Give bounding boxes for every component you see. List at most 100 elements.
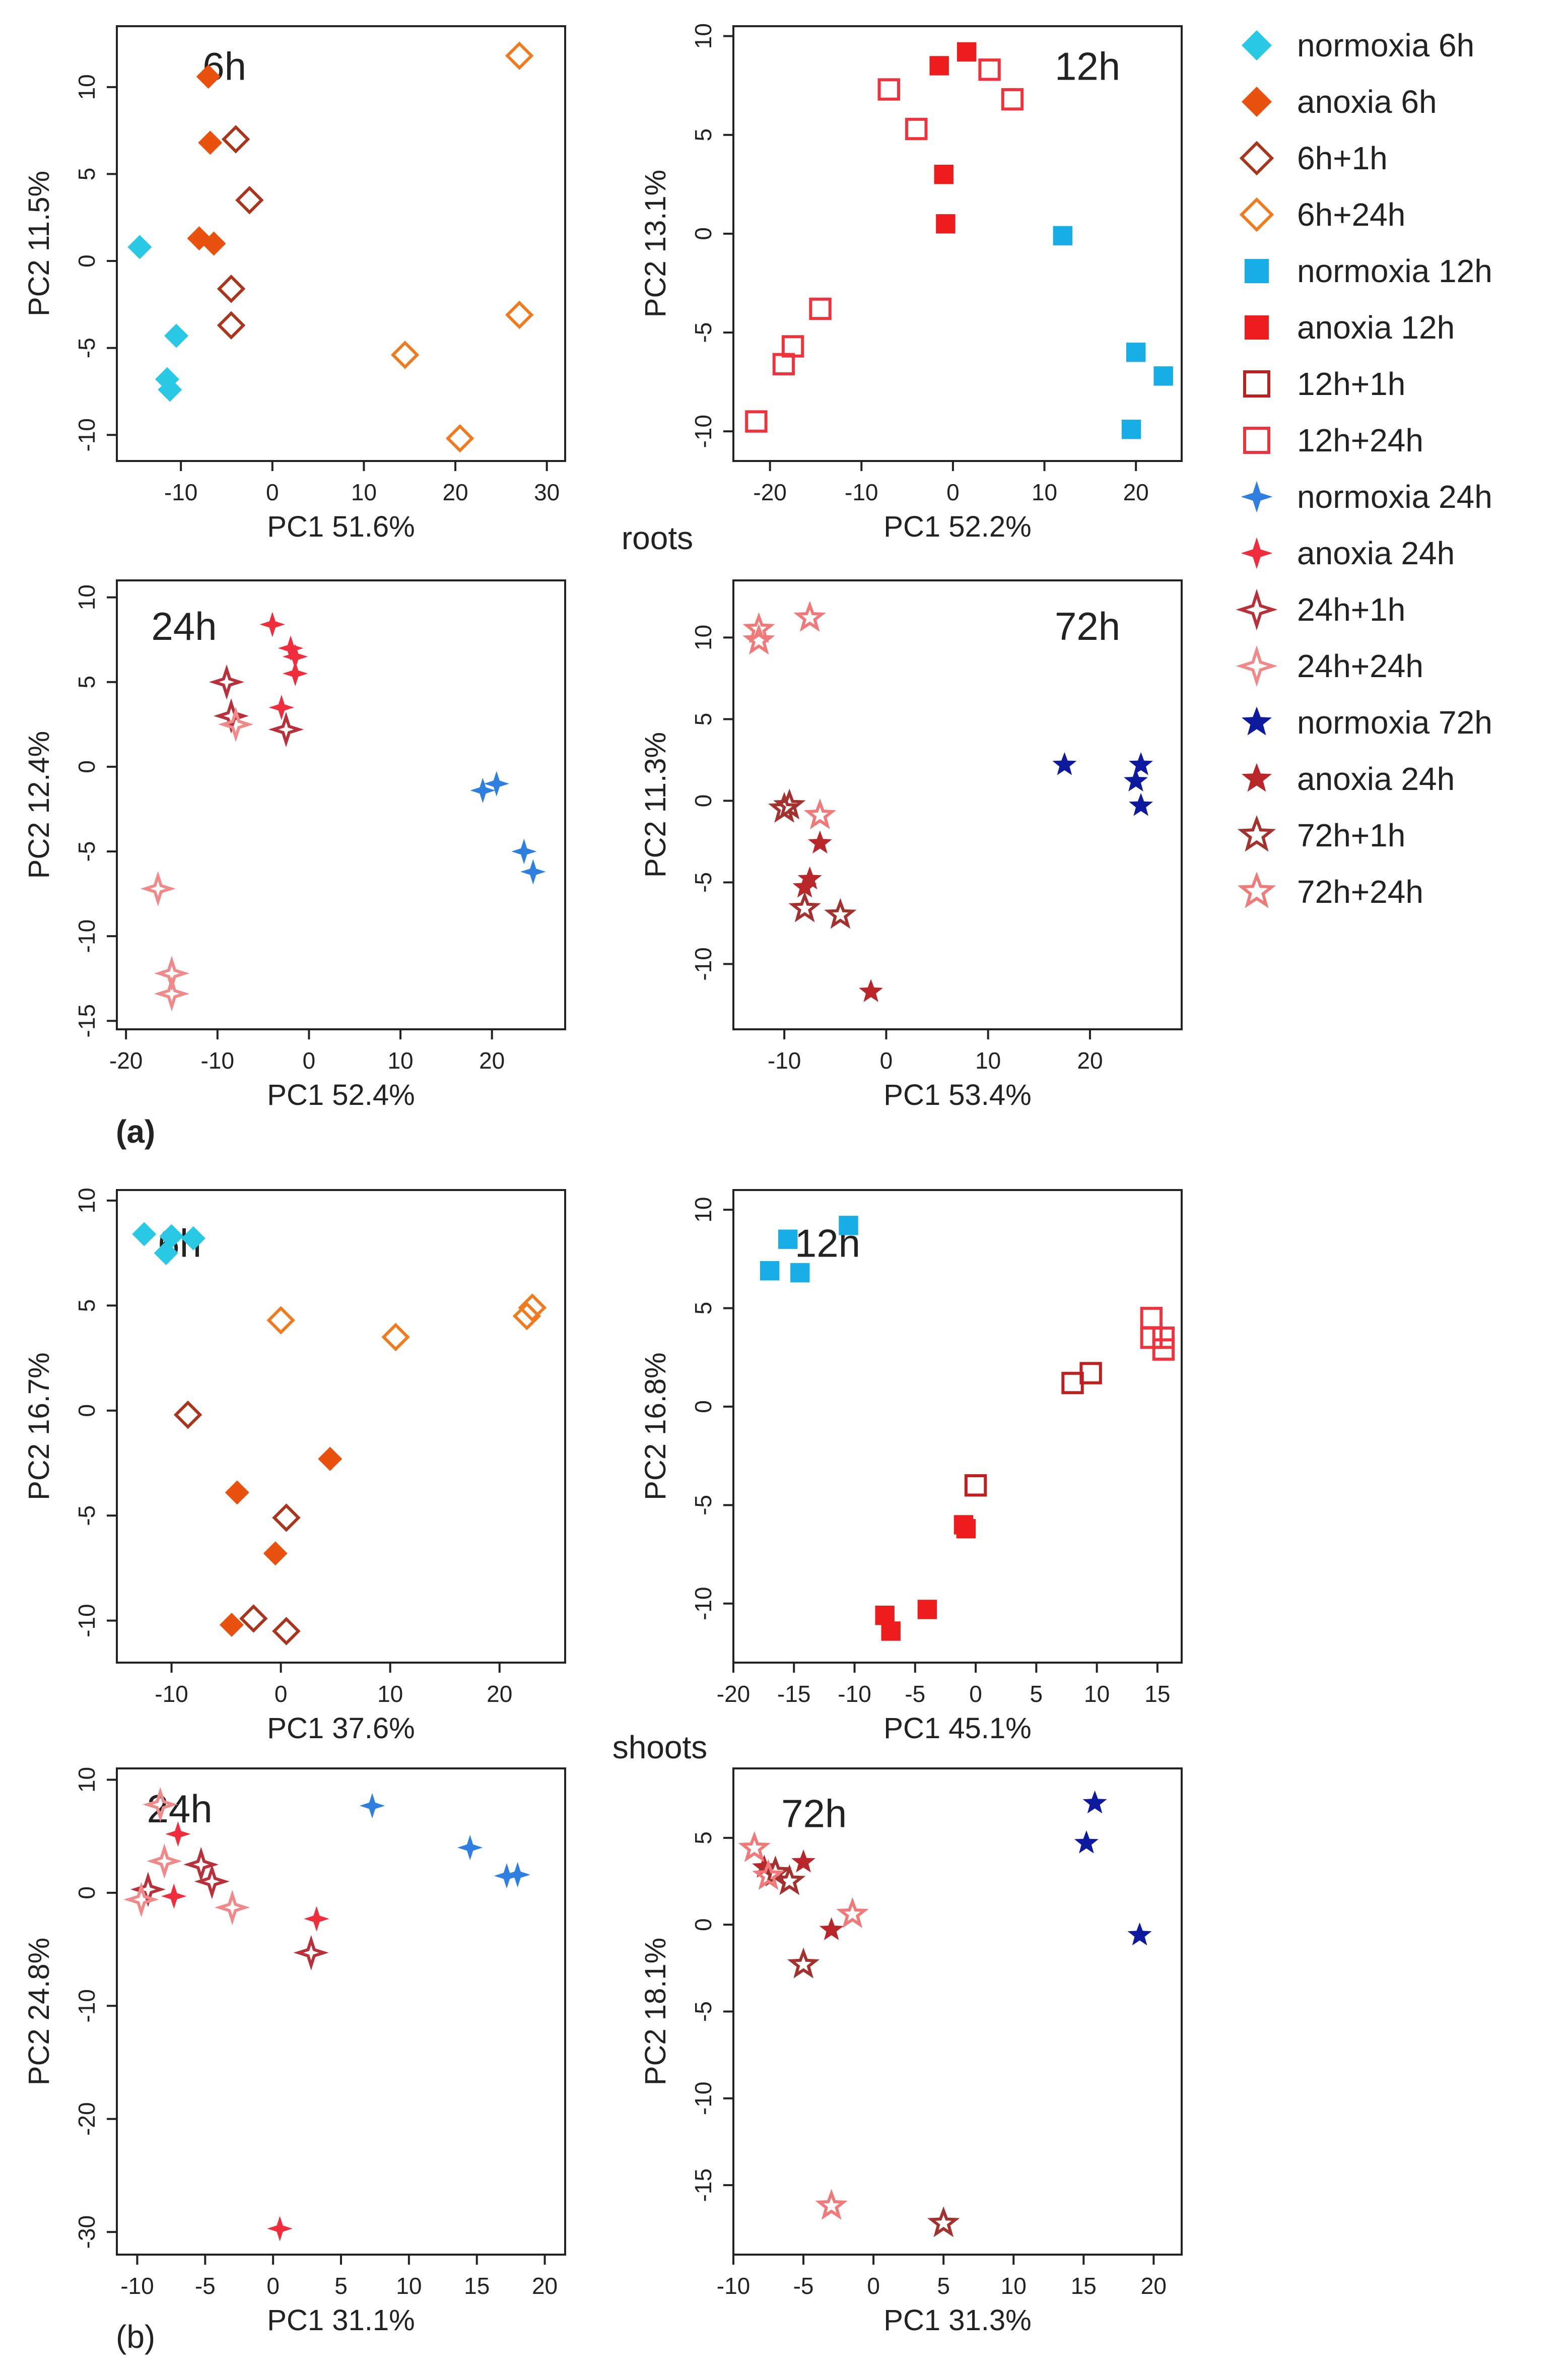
x-tick-label: 0 (946, 479, 960, 505)
data-point (929, 56, 949, 76)
legend-label: anoxia 24h (1297, 535, 1455, 571)
y-tick-label: -5 (690, 322, 716, 343)
data-point (936, 214, 956, 234)
x-tick-label: 10 (975, 1047, 1001, 1074)
roots-section-label: roots (622, 520, 693, 556)
y-tick-label: -5 (690, 2001, 716, 2022)
x-tick-label: 0 (969, 1681, 982, 1707)
data-point (797, 866, 822, 890)
y-tick-label: 0 (74, 254, 100, 268)
data-point (209, 664, 245, 700)
x-tick-label: 10 (351, 479, 377, 505)
legend-label: anoxia 12h (1297, 309, 1455, 346)
data-point (836, 1897, 869, 1928)
legend-label: normoxia 12h (1297, 253, 1492, 289)
shoots-6h-plot-frame (116, 1189, 566, 1664)
data-point (791, 1849, 815, 1873)
data-point (494, 1863, 520, 1889)
data-point (1126, 343, 1146, 362)
shoots-72h-y-axis: -15 -10 -5 0 5 (690, 1831, 733, 2202)
data-point (198, 130, 223, 155)
data-point (217, 311, 246, 340)
legend-item: anoxia 24h (1241, 535, 1455, 571)
data-point (957, 42, 977, 62)
legend-item: normoxia 24h (1241, 479, 1492, 515)
data-point (792, 874, 817, 898)
y-tick-label: 0 (690, 227, 716, 240)
data-point (1061, 1371, 1084, 1395)
roots-24h-panel-title: 24h (151, 604, 217, 648)
shoots-72h-points (738, 1790, 1152, 2237)
data-point (1140, 1306, 1163, 1330)
legend-label: normoxia 72h (1297, 704, 1492, 741)
data-point (159, 1224, 184, 1248)
x-tick-label: -20 (753, 479, 786, 505)
legend-label: anoxia 6h (1297, 84, 1437, 120)
data-point (1127, 1922, 1152, 1946)
data-point (390, 341, 420, 369)
shoots-12h-y-axis: -10 -5 0 5 10 (690, 1197, 733, 1620)
x-tick-label: -10 (717, 2273, 750, 2299)
legend-label: 24h+1h (1297, 591, 1405, 628)
x-tick-label: 20 (487, 1681, 512, 1707)
data-point (1140, 1326, 1163, 1349)
data-point (470, 777, 496, 804)
legend-marker (1237, 815, 1276, 852)
data-point (165, 1821, 191, 1847)
data-point (140, 871, 176, 906)
data-point (1053, 226, 1073, 246)
roots-72h-x-axis-label: PC1 53.4% (883, 1079, 1031, 1111)
roots-6h-x-axis-label: PC1 51.6% (267, 510, 415, 543)
x-tick-label: 10 (1001, 2273, 1027, 2299)
y-tick-label: 10 (690, 625, 716, 650)
y-tick-label: 10 (74, 1188, 100, 1213)
data-point (742, 612, 775, 643)
legend-item: anoxia 6h (1242, 84, 1437, 120)
legend-label: 72h+1h (1297, 817, 1405, 853)
data-point (445, 424, 474, 453)
data-point (154, 955, 189, 992)
legend-item: normoxia 12h (1245, 253, 1492, 289)
data-point (511, 838, 537, 865)
roots-24h-x-axis: -20 -10 0 10 20 (109, 1029, 505, 1074)
data-point (183, 1847, 219, 1882)
data-point (484, 771, 509, 797)
legend-label: 72h+24h (1297, 874, 1423, 910)
y-tick-label: -5 (690, 872, 716, 893)
y-tick-label: -10 (690, 2082, 716, 2115)
shoots-6h-y-axis: -10 -5 0 5 10 (74, 1188, 117, 1637)
legend-label: anoxia 24h (1297, 761, 1455, 797)
roots-12h-y-axis: -10 -5 0 5 10 (690, 23, 733, 448)
legend-marker (1239, 197, 1274, 232)
data-point (512, 1301, 541, 1331)
roots-12h-points (745, 42, 1173, 439)
roots-72h-panel-title: 72h (1055, 604, 1120, 648)
legend-marker (1243, 370, 1270, 398)
x-tick-label: 20 (1141, 2273, 1167, 2299)
x-tick-label: 30 (534, 479, 560, 505)
data-point (201, 231, 226, 256)
data-point (815, 2189, 848, 2220)
x-tick-label: 20 (442, 479, 468, 505)
legend-marker (1242, 30, 1272, 60)
y-tick-label: -5 (74, 1505, 100, 1526)
legend-label: 6h+1h (1297, 140, 1388, 176)
x-tick-label: -20 (109, 1047, 143, 1074)
data-point (505, 1862, 530, 1888)
x-tick-label: 5 (1030, 1681, 1043, 1707)
legend-item: normoxia 6h (1242, 27, 1474, 63)
legend-label: normoxia 24h (1297, 479, 1492, 515)
shoots-6h-points (132, 1222, 547, 1645)
data-point (194, 1864, 230, 1899)
data-point (778, 1229, 798, 1249)
data-point (218, 706, 254, 742)
data-point (283, 661, 308, 687)
legend-item: 24h+24h (1236, 645, 1423, 687)
roots-6h-y-axis: -10 -5 0 5 10 (74, 74, 117, 451)
shoots-12h-plot-frame (732, 1189, 1183, 1664)
data-point (772, 353, 795, 375)
data-point (457, 1834, 483, 1861)
x-tick-label: 0 (266, 479, 279, 505)
y-tick-label: 0 (690, 795, 716, 808)
